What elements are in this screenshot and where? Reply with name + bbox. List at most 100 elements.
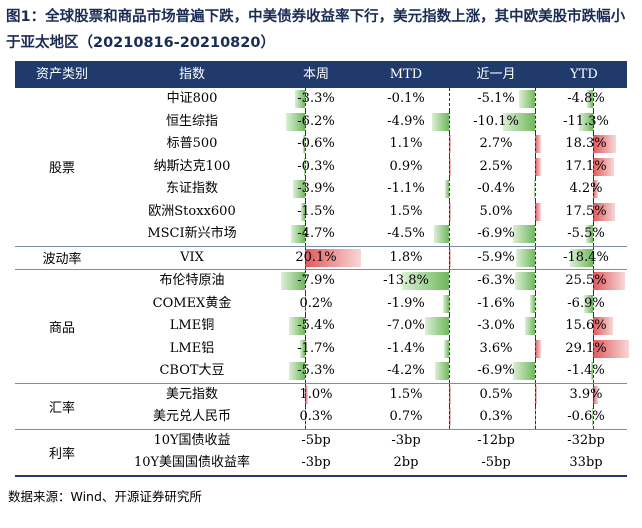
value-label: 3.9% bbox=[569, 386, 603, 402]
index-name: CBOT大豆 bbox=[159, 363, 225, 378]
value-bar bbox=[286, 112, 305, 131]
zero-axis bbox=[593, 360, 594, 383]
value-label: 25.5% bbox=[565, 273, 607, 288]
value-label: -5.4% bbox=[297, 318, 335, 333]
cell-mtd: 1.5% bbox=[361, 383, 451, 406]
value-label: -7.9% bbox=[297, 273, 335, 288]
header-index: 指数 bbox=[178, 67, 205, 82]
zero-axis bbox=[535, 360, 536, 383]
zero-axis bbox=[449, 133, 450, 156]
value-label: 1.5% bbox=[389, 203, 423, 219]
value-bar bbox=[299, 339, 305, 358]
cell-month: -3.0% bbox=[451, 315, 541, 338]
value-bar bbox=[449, 135, 451, 153]
index-name: MSCI新兴市场 bbox=[147, 226, 237, 241]
zero-axis bbox=[593, 406, 594, 429]
zero-axis bbox=[593, 200, 594, 223]
zero-axis bbox=[535, 133, 536, 156]
zero-axis bbox=[305, 315, 306, 338]
cell-week: -6.2% bbox=[271, 110, 361, 133]
value-bar bbox=[449, 202, 451, 221]
cell-ytd: -32bp bbox=[567, 432, 605, 448]
zero-axis bbox=[593, 383, 594, 406]
cell-month: -0.4% bbox=[451, 178, 541, 201]
value-label: 0.3% bbox=[299, 409, 333, 424]
value-bar bbox=[518, 90, 535, 108]
zero-axis bbox=[305, 360, 306, 383]
zero-axis bbox=[593, 178, 594, 201]
value-bar bbox=[591, 362, 593, 380]
value-label: -5.1% bbox=[477, 91, 515, 106]
zero-axis bbox=[305, 200, 306, 223]
index-name: 欧洲Stoxx600 bbox=[148, 203, 236, 219]
cell-ytd: -18.4% bbox=[541, 246, 631, 269]
table-row: MSCI新兴市场 -4.7% -4.5% -6.9% -5.5% bbox=[15, 223, 627, 246]
zero-axis bbox=[535, 155, 536, 178]
table-row: COMEX黄金 0.2% -1.9% -1.6% -6.9% bbox=[15, 292, 627, 315]
value-bar bbox=[502, 112, 535, 131]
value-label: 2.5% bbox=[479, 158, 513, 174]
value-bar bbox=[300, 202, 305, 221]
value-bar bbox=[525, 317, 535, 335]
value-label: -4.8% bbox=[567, 91, 605, 106]
zero-axis bbox=[305, 270, 306, 293]
index-name: COMEX黄金 bbox=[152, 295, 232, 311]
value-label: 1.5% bbox=[389, 386, 423, 402]
header-asset-class: 资产类别 bbox=[35, 67, 88, 82]
value-bar bbox=[529, 294, 535, 313]
group-label: 汇率 bbox=[48, 400, 75, 416]
table-row: 美元兑人民币 0.3% 0.7% 0.3% -0.6% bbox=[15, 406, 627, 429]
table-row: 欧洲Stoxx600 -1.5% 1.5% 5.0% 17.5% bbox=[15, 200, 627, 223]
value-bar bbox=[449, 408, 451, 426]
value-bar bbox=[449, 157, 451, 176]
table-row: 标普500 -0.6% 1.1% 2.7% 18.3% bbox=[15, 133, 627, 156]
cell-ytd: 33bp bbox=[569, 455, 603, 470]
value-bar bbox=[512, 362, 535, 380]
value-label: 0.7% bbox=[389, 409, 423, 424]
cell-week: -3bp bbox=[301, 455, 331, 470]
cell-week: -5.3% bbox=[271, 360, 361, 383]
value-label: -0.1% bbox=[387, 91, 425, 106]
group-label: 波动率 bbox=[42, 252, 82, 268]
zero-axis bbox=[449, 155, 450, 178]
cell-week: -4.7% bbox=[271, 223, 361, 246]
zero-axis bbox=[593, 292, 594, 315]
table-row: LME铝 -1.7% -1.4% 3.6% 29.1% bbox=[15, 337, 630, 360]
cell-ytd: 25.5% bbox=[541, 270, 631, 293]
value-label: -1.4% bbox=[387, 340, 425, 356]
cell-ytd: -1.4% bbox=[541, 360, 631, 383]
value-label: 5.0% bbox=[479, 203, 513, 219]
value-label: 29.1% bbox=[565, 340, 607, 356]
zero-axis bbox=[535, 292, 536, 315]
value-label: -3.9% bbox=[297, 181, 335, 196]
value-bar bbox=[514, 272, 535, 290]
header-mtd: MTD bbox=[389, 67, 423, 82]
value-bar bbox=[290, 225, 305, 243]
value-bar bbox=[303, 135, 305, 153]
table-row: 10Y国债收益 -5bp -3bp -12bp -32bp bbox=[15, 430, 627, 453]
zero-axis bbox=[593, 133, 594, 156]
value-bar bbox=[288, 317, 305, 335]
value-bar bbox=[445, 180, 449, 198]
zero-axis bbox=[535, 383, 536, 406]
value-label: -6.3% bbox=[477, 273, 515, 288]
value-label: -1.5% bbox=[297, 203, 335, 219]
group-label: 商品 bbox=[48, 320, 75, 336]
cell-mtd: -0.1% bbox=[361, 88, 451, 111]
value-bar bbox=[593, 157, 615, 176]
table-header: 资产类别 指数 本周 MTD 近一月 YTD bbox=[15, 61, 627, 88]
table-row: CBOT大豆 -5.3% -4.2% -6.9% -1.4% bbox=[15, 360, 627, 383]
value-bar bbox=[442, 294, 449, 313]
zero-axis bbox=[305, 110, 306, 133]
figure-title: 图1：全球股票和商品市场普遍下跌，中美债券收益率下行，美元指数上涨，其中欧美股市… bbox=[6, 9, 626, 51]
value-bar bbox=[433, 225, 449, 243]
header-week: 本周 bbox=[302, 67, 329, 82]
cell-month: -6.9% bbox=[451, 223, 541, 246]
cell-ytd: 18.3% bbox=[541, 133, 631, 156]
index-name: VIX bbox=[180, 249, 204, 265]
zero-axis bbox=[449, 110, 450, 133]
value-bar bbox=[535, 339, 541, 358]
zero-axis bbox=[535, 110, 536, 133]
zero-axis bbox=[305, 133, 306, 156]
value-bar bbox=[533, 180, 535, 198]
